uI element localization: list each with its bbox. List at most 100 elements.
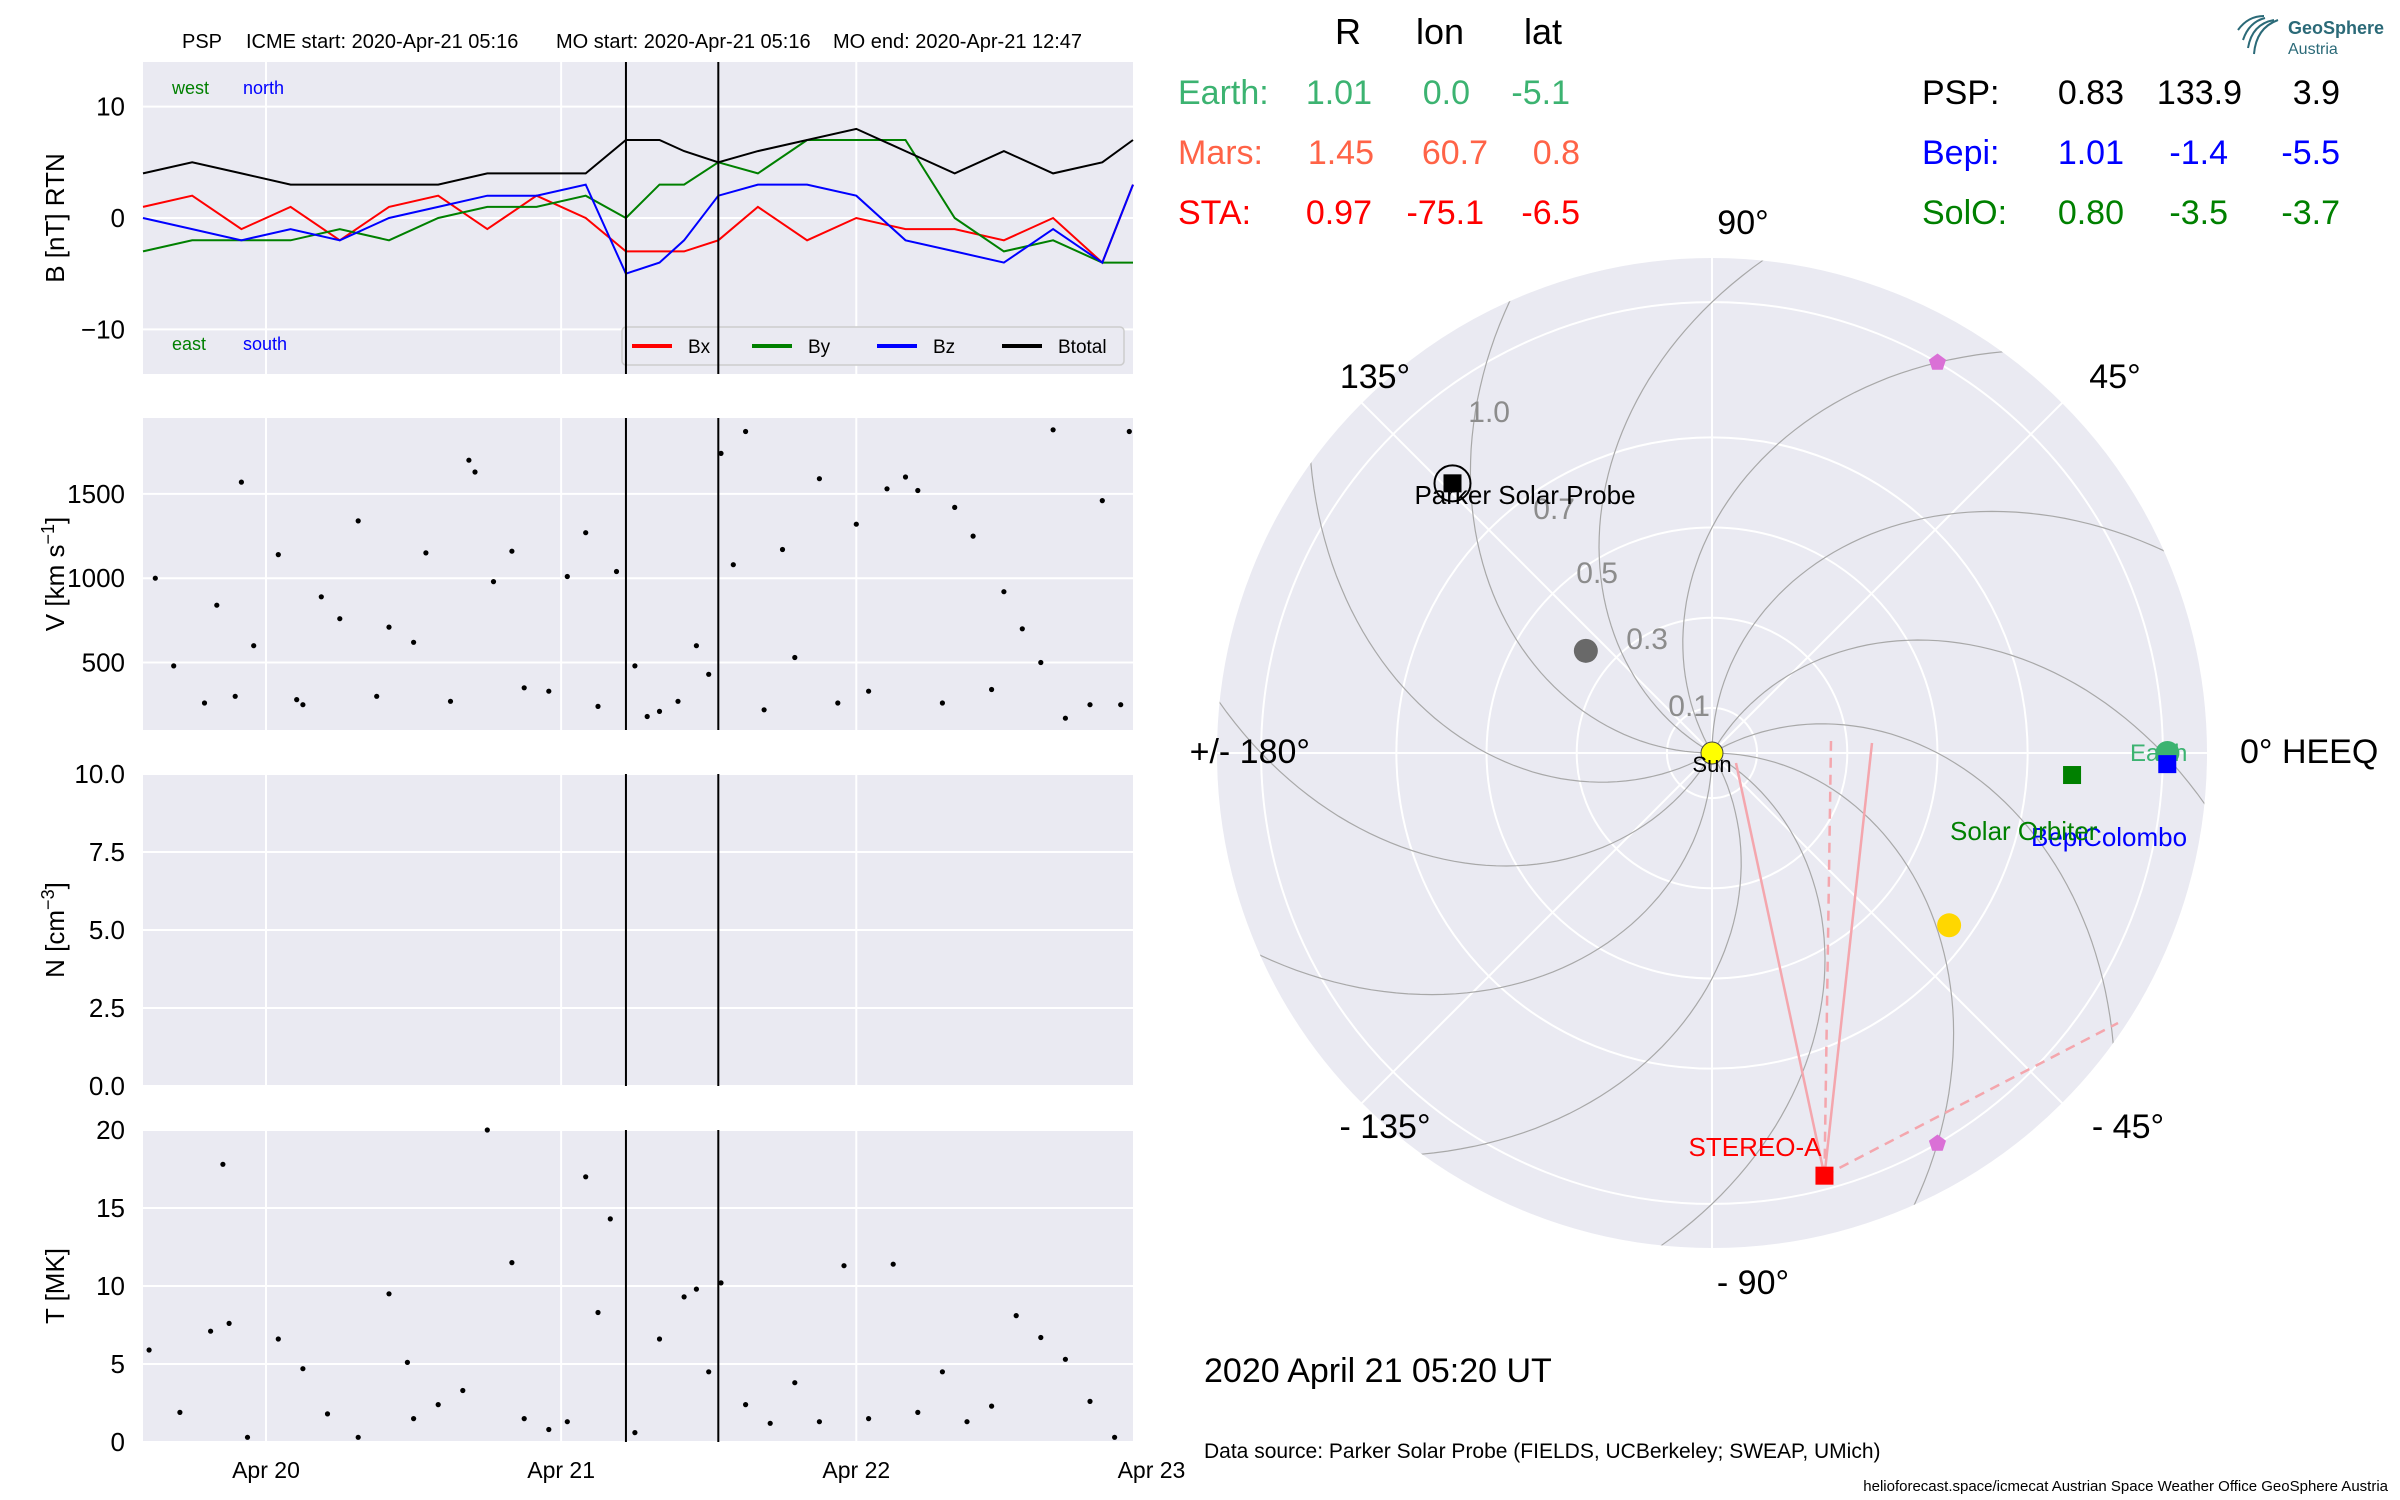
data-point (1019, 626, 1025, 632)
data-point (989, 1403, 995, 1409)
legend-entry-by: By (808, 337, 831, 358)
row-bepi-lat: -5.5 (2281, 134, 2340, 172)
r-tick-label: 0.7 (1533, 493, 1575, 526)
plot-area (143, 418, 1133, 730)
y-axis-label-close: ] (40, 882, 70, 889)
row-sta-lon: -75.1 (1407, 194, 1485, 232)
body-label: Sun (1692, 752, 1731, 777)
header-spacecraft: PSP (182, 31, 222, 53)
data-point (915, 487, 921, 494)
data-point (411, 639, 417, 645)
data-point (656, 708, 663, 715)
r-tick-label: 1.0 (1468, 396, 1510, 429)
y-tick-label: 5 (111, 1349, 125, 1379)
row-bepi-name: Bepi: (1922, 134, 2000, 172)
data-point (1099, 498, 1105, 504)
data-point (706, 671, 712, 677)
body-parker-solar-probe: Parker Solar Probe (1414, 464, 1636, 510)
geosphere-logo: GeoSphere Austria (2237, 15, 2384, 58)
data-point (214, 602, 220, 608)
data-point (460, 1387, 466, 1394)
data-point (152, 575, 158, 581)
data-point (866, 688, 872, 694)
y-axis-label-exponent: −3 (38, 889, 58, 910)
data-point (939, 1369, 946, 1375)
data-point (1050, 427, 1056, 433)
data-point (952, 504, 958, 510)
data-point (656, 1336, 663, 1342)
label-north: north (243, 78, 284, 98)
data-point (761, 707, 767, 713)
data-point (915, 1409, 921, 1415)
row-solo-lat: -3.7 (2281, 194, 2340, 232)
data-point (970, 533, 976, 539)
y-tick-label: 10.0 (74, 759, 125, 789)
body-label: Parker Solar Probe (1414, 480, 1635, 510)
row-psp-r: 0.83 (2058, 74, 2124, 112)
data-point (546, 1426, 552, 1433)
data-point (693, 1286, 700, 1292)
y-axis-label: B [nT] RTN (40, 153, 70, 283)
data-point (1126, 428, 1132, 435)
fov-line (1823, 742, 1874, 1176)
spiral-line (1469, 257, 1713, 754)
header-mo-end: MO end: 2020-Apr-21 12:47 (833, 31, 1082, 53)
body-marker (2063, 766, 2082, 785)
data-point (244, 1434, 251, 1440)
y-tick-label: 2.5 (89, 993, 125, 1023)
data-point (866, 1416, 872, 1422)
data-point (472, 469, 478, 475)
angular-grid (1711, 401, 2064, 754)
data-point (816, 476, 823, 482)
data-point (718, 450, 724, 456)
data-point (546, 688, 552, 694)
spiral-line (1711, 639, 2208, 893)
y-axis-label: T [MK] (40, 1248, 70, 1324)
body-marker (1443, 474, 1462, 493)
parker-spirals (1216, 257, 2208, 1249)
data-point (251, 643, 257, 649)
y-tick-label: 0.0 (89, 1071, 125, 1101)
y-axis-label: N [cm−3] (38, 882, 70, 978)
data-point (1087, 1398, 1093, 1404)
body-mars (1937, 913, 1962, 938)
data-point (208, 1328, 214, 1334)
spiral-line (1682, 349, 2104, 754)
data-point (681, 1294, 687, 1300)
data-point (743, 1402, 749, 1408)
row-sta-name: STA: (1178, 194, 1251, 232)
data-point (902, 474, 909, 480)
data-point (989, 686, 995, 693)
data-point (767, 1420, 773, 1426)
data-point (1001, 589, 1007, 595)
data-point (816, 1419, 823, 1425)
data-point (890, 1261, 896, 1267)
row-psp-lon: 133.9 (2157, 74, 2242, 112)
data-point (1087, 702, 1093, 708)
y-tick-label: 10 (96, 1271, 125, 1301)
data-point (1062, 1356, 1068, 1362)
data-point (1038, 659, 1044, 666)
row-solo-name: SolO: (1922, 194, 2007, 232)
spiral-line (1711, 510, 2208, 754)
angle-label: - 90° (1717, 1264, 1789, 1302)
data-point (435, 1402, 441, 1408)
spiral-line (1308, 361, 1713, 783)
row-bepi-lon: -1.4 (2169, 134, 2228, 172)
data-point (1112, 1434, 1118, 1440)
fov-line (1734, 762, 1826, 1176)
label-south: south (243, 334, 287, 354)
col-header-r: R (1335, 11, 1361, 52)
angle-label: 135° (1340, 358, 1410, 396)
body-marker (1928, 1134, 1946, 1151)
y-tick-label: 10 (96, 92, 125, 122)
data-point (171, 663, 177, 669)
data-point (300, 1366, 306, 1372)
data-point (177, 1409, 183, 1415)
spiral-line (1598, 257, 1852, 754)
body-marker (2158, 755, 2177, 774)
body-marker (1928, 353, 1946, 370)
row-solo-lon: -3.5 (2169, 194, 2228, 232)
r-tick-label: 0.1 (1668, 690, 1710, 723)
